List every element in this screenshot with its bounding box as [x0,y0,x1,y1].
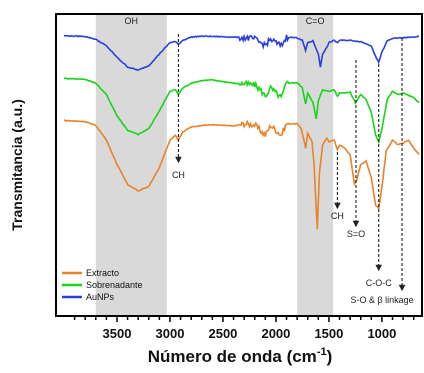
legend-label-extracto: Extracto [86,268,119,278]
series-line-sobrenadante [63,77,420,145]
x-tick-label: 2500 [208,326,237,341]
x-axis-title-sup: -1 [317,346,327,358]
y-axis-title: Transmitancia (a.u.) [9,99,25,230]
x-tick-label: 3500 [103,326,132,341]
x-tick-label: 2000 [261,326,290,341]
annotation-label-s-o: S=O [347,229,365,239]
x-axis-title-main: Número de onda (cm [148,347,317,366]
x-tick-label: 3000 [156,326,185,341]
shaded-band-c-o [297,15,334,315]
x-axis-ticks: 3500 3000 2500 2000 1500 1000 [73,316,415,341]
x-axis-title-close: ) [327,347,333,366]
annotation-label-c-o-c: C-O-C [366,278,392,288]
band-label-c-o: C=O [306,16,325,26]
annotation-label-ch: CH [172,170,185,180]
band-label-oh: OH [125,16,139,26]
x-tick-label: 1500 [314,326,343,341]
x-axis-title: Número de onda (cm-1) [148,346,333,366]
plot-frame [55,13,423,317]
legend-label-aunps: AuNPs [86,292,115,302]
series-lines [63,33,420,230]
shaded-bands: OH C=O [95,15,334,315]
legend-label-sobrenadante: Sobrenadante [86,280,143,290]
series-line-aunps [63,33,420,71]
shaded-band-oh [95,15,167,315]
legend: Extracto Sobrenadante AuNPs [62,268,143,302]
annotation-label-s-o-linkage: S-O & β linkage [350,295,413,305]
series-line-extracto [64,119,420,230]
annotation-label-ch: CH [331,211,344,221]
x-tick-label: 1000 [367,326,396,341]
